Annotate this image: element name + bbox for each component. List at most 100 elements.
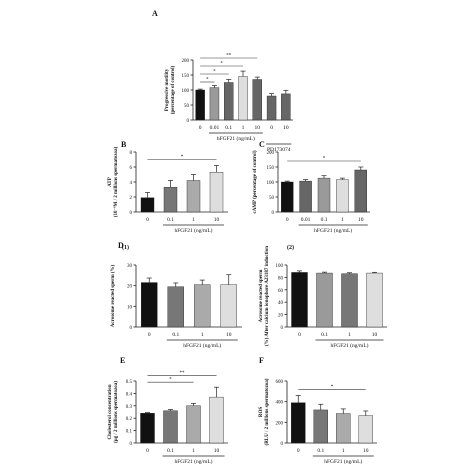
panel-letter: F [259, 356, 264, 365]
x-axis-label-2: PD173074 [267, 147, 291, 153]
bar [291, 272, 308, 328]
bar [186, 180, 201, 213]
y-tick-label: 10 [127, 305, 133, 310]
y-tick-label: 150 [267, 166, 275, 171]
x-axis-label: hFGF21 (ng/mL) [174, 227, 212, 234]
bar [281, 181, 294, 213]
y-axis-label: cAMP (percentage of control) [253, 150, 258, 213]
y-tick-label: 0 [272, 211, 275, 216]
panel-letter: D [118, 241, 124, 250]
x-tick-label: 1 [192, 217, 195, 223]
bar [163, 187, 178, 213]
y-tick-label: 4 [130, 181, 133, 186]
bar [336, 179, 349, 213]
y-tick-label: 40 [278, 301, 284, 306]
y-tick-label: 200 [182, 59, 190, 64]
x-tick-label: 10 [372, 332, 378, 338]
bar [366, 272, 383, 328]
x-tick-label: 0.01 [210, 125, 220, 131]
y-tick-label: 0 [130, 326, 133, 331]
y-tick-label: 30 [127, 264, 133, 269]
significance-marker: * [331, 385, 334, 390]
y-tick-label: 0 [281, 442, 284, 447]
y-tick-label: 0.1 [126, 430, 133, 435]
x-tick-label: 0 [146, 448, 149, 454]
x-tick-label: 10 [363, 448, 369, 454]
y-tick-label: 0.4 [126, 392, 133, 397]
significance-marker: ** [226, 54, 232, 59]
y-tick-label: 100 [182, 89, 190, 94]
bar [291, 402, 306, 444]
significance-marker: * [181, 155, 184, 160]
y-axis-label: Progressive motility(percentage of contr… [165, 65, 176, 114]
bar [141, 282, 158, 328]
x-tick-label: 0.1 [317, 448, 324, 454]
x-tick-label: 1 [348, 332, 351, 338]
bar [336, 413, 351, 444]
y-tick-label: 0 [187, 119, 190, 124]
y-tick-label: 6 [130, 166, 133, 171]
bar [163, 410, 178, 444]
x-tick-label: 0 [148, 332, 151, 338]
y-tick-label: 2 [130, 196, 133, 201]
y-tick-label: 50 [184, 104, 190, 109]
bar [252, 79, 262, 121]
y-tick-label: 0.3 [126, 405, 133, 410]
y-tick-label: 150 [182, 74, 190, 79]
significance-marker: * [220, 62, 223, 67]
x-axis-label: hFGF21 (ng/mL) [217, 135, 255, 142]
y-axis-label: Cholesterol concentration(μg / 2 million… [108, 381, 119, 443]
x-tick-label: 1 [201, 332, 204, 338]
y-axis-label: ROS(RLU / 2 millions spermatozoa) [259, 378, 270, 445]
x-tick-label: 1 [341, 217, 344, 223]
x-axis-label: hFGF21 (ng/mL) [330, 342, 368, 349]
bar [195, 89, 205, 121]
bar [224, 82, 234, 121]
y-tick-label: 0 [281, 326, 284, 331]
x-tick-label: 0.1 [167, 217, 174, 223]
x-tick-label: 10 [214, 217, 220, 223]
y-tick-label: 80 [278, 276, 284, 281]
x-tick-label: 0 [286, 217, 289, 223]
panel-letter: B [121, 140, 127, 149]
y-tick-label: 20 [127, 285, 133, 290]
y-tick-label: 0 [130, 442, 133, 447]
x-tick-label: 10 [358, 217, 364, 223]
x-tick-label: 0 [270, 125, 273, 131]
bar [341, 273, 358, 328]
bar [209, 87, 220, 121]
x-axis-label: hFGF21 (ng/mL) [314, 227, 352, 234]
bar [167, 286, 184, 328]
x-axis-label: hFGF21 (ng/mL) [183, 342, 221, 349]
x-tick-label: 10 [283, 125, 289, 131]
bar [140, 197, 155, 213]
x-tick-label: 0.01 [301, 217, 311, 223]
significance-marker: * [206, 78, 209, 83]
x-tick-label: 0 [297, 448, 300, 454]
x-tick-label: 1 [242, 125, 245, 131]
x-tick-label: 0.1 [172, 332, 179, 338]
bar [281, 93, 291, 121]
y-tick-label: 50 [269, 196, 275, 201]
y-tick-label: 200 [267, 151, 275, 156]
x-tick-label: 10 [226, 332, 232, 338]
y-tick-label: 0.5 [126, 380, 133, 385]
panel-F: F 0 200 400 600 ROS(RLU / 2 millions spermato… [259, 356, 377, 465]
y-axis-label: Acrosome reacted sperm(%) After calcium … [259, 246, 270, 346]
x-tick-label: 1 [342, 448, 345, 454]
bar [209, 172, 224, 213]
x-tick-label: 0 [146, 217, 149, 223]
x-tick-label: 10 [255, 125, 261, 131]
bar [220, 284, 237, 328]
bar [194, 284, 211, 328]
y-tick-label: 20 [278, 314, 284, 319]
x-tick-label: 0.1 [167, 448, 174, 454]
significance-marker: ** [180, 371, 186, 376]
bar [186, 405, 201, 444]
x-tick-label: 0 [298, 332, 301, 338]
y-tick-label: 8 [130, 151, 133, 156]
panel-sub-label: (1) [122, 244, 129, 251]
